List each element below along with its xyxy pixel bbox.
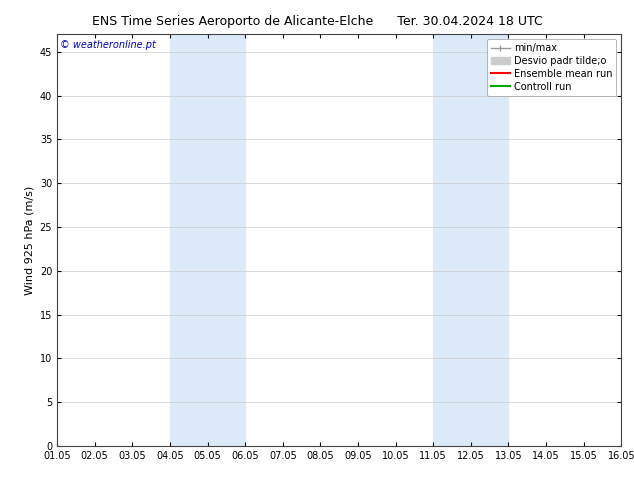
Y-axis label: Wind 925 hPa (m/s): Wind 925 hPa (m/s) bbox=[24, 186, 34, 294]
Text: © weatheronline.pt: © weatheronline.pt bbox=[60, 41, 156, 50]
Legend: min/max, Desvio padr tilde;o, Ensemble mean run, Controll run: min/max, Desvio padr tilde;o, Ensemble m… bbox=[487, 39, 616, 96]
Text: ENS Time Series Aeroporto de Alicante-Elche      Ter. 30.04.2024 18 UTC: ENS Time Series Aeroporto de Alicante-El… bbox=[92, 15, 542, 28]
Bar bbox=[170, 34, 245, 446]
Bar bbox=[433, 34, 508, 446]
